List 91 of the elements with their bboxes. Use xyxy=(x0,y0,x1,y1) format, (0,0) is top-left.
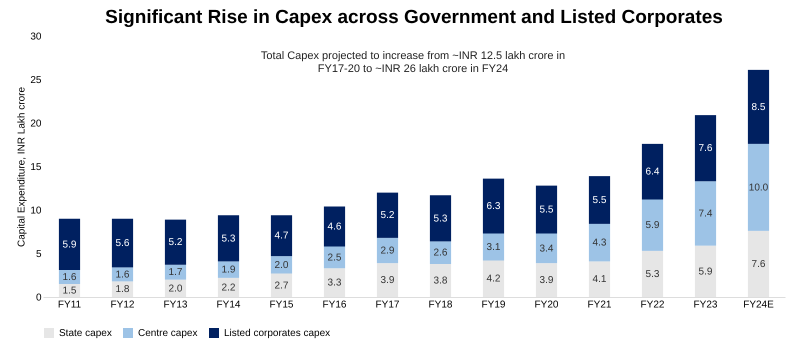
data-label: 5.5 xyxy=(592,194,607,206)
y-tick-label: 20 xyxy=(30,118,42,130)
x-tick-label: FY17 xyxy=(376,300,400,310)
data-label: 5.5 xyxy=(540,204,554,216)
data-label: 7.6 xyxy=(752,258,766,270)
data-label: 4.6 xyxy=(328,222,342,233)
data-label: 5.3 xyxy=(434,213,448,224)
data-label: 1.7 xyxy=(168,267,183,278)
data-label: 4.1 xyxy=(592,274,607,286)
data-label: 5.3 xyxy=(646,268,660,280)
data-label: 6.3 xyxy=(486,201,501,212)
x-tick-label: FY12 xyxy=(110,300,135,310)
legend-label: Listed corporates capex xyxy=(224,328,330,339)
bar xyxy=(218,215,240,262)
bar xyxy=(376,238,398,264)
x-tick-label: FY20 xyxy=(534,300,559,310)
y-tick-label: 25 xyxy=(30,75,42,86)
data-label: 4.3 xyxy=(592,238,607,249)
data-label: 5.2 xyxy=(168,237,183,248)
data-label: 1.6 xyxy=(62,272,77,283)
bar xyxy=(430,195,452,242)
bar xyxy=(694,115,716,182)
y-tick-label: 10 xyxy=(30,206,42,216)
legend-label: Centre capex xyxy=(138,328,198,339)
bar xyxy=(376,192,398,238)
data-label: 5.9 xyxy=(698,266,713,278)
data-label: 2.0 xyxy=(168,283,183,294)
bar xyxy=(482,178,504,234)
chart-title: Significant Rise in Capex across Government and Listed Corporates xyxy=(105,7,723,28)
data-label: 1.9 xyxy=(222,264,236,276)
bar xyxy=(588,224,610,262)
data-label: 1.8 xyxy=(116,284,130,296)
bar xyxy=(748,70,770,144)
x-tick-label: FY13 xyxy=(164,300,188,310)
x-tick-label: FY16 xyxy=(322,300,347,310)
y-tick-label: 5 xyxy=(36,249,42,260)
data-label: 5.9 xyxy=(646,220,660,232)
data-label: 5.9 xyxy=(62,239,77,250)
data-label: 3.9 xyxy=(380,275,395,286)
data-label: 2.7 xyxy=(274,280,289,292)
x-tick-label: FY24E xyxy=(743,300,774,310)
bar xyxy=(536,186,558,234)
data-label: 2.0 xyxy=(274,260,289,271)
data-label: 3.9 xyxy=(540,275,554,286)
data-label: 2.6 xyxy=(434,248,448,259)
bar xyxy=(58,218,80,270)
x-tick-label: FY21 xyxy=(588,300,612,310)
data-label: 3.1 xyxy=(486,242,501,253)
bar xyxy=(642,200,664,251)
bar xyxy=(536,233,558,264)
x-tick-label: FY14 xyxy=(216,300,241,310)
data-label: 5.6 xyxy=(116,238,130,250)
annotation: Total Capex projected to increase from ~INR 12.5 lakh crore in FY17-20 to ~INR 26 lakh crore in FY24 xyxy=(260,50,566,75)
data-label: 2.5 xyxy=(328,252,342,264)
y-tick-label: 30 xyxy=(30,32,42,42)
data-label: 2.9 xyxy=(380,245,395,256)
bar xyxy=(270,215,292,256)
x-tick-label: FY19 xyxy=(482,300,506,310)
bar xyxy=(694,181,716,246)
data-label: 5.2 xyxy=(380,210,395,222)
data-label: 3.8 xyxy=(434,275,448,286)
data-label: 1.6 xyxy=(116,269,130,280)
bar xyxy=(588,176,610,224)
y-tick-label: 0 xyxy=(36,292,42,304)
y-axis-title: Capital Expenditure, INR Lakh crore xyxy=(16,86,28,248)
data-label: 10.0 xyxy=(748,182,769,194)
data-label: 2.2 xyxy=(222,282,236,294)
bar xyxy=(748,144,770,231)
bar xyxy=(324,206,346,247)
x-tick-label: FY18 xyxy=(428,300,453,310)
x-tick-label: FY15 xyxy=(270,300,294,310)
data-label: 4.7 xyxy=(274,230,289,242)
data-label: 7.6 xyxy=(698,143,713,154)
data-label: 7.4 xyxy=(698,208,713,220)
x-tick-label: FY22 xyxy=(640,300,665,310)
x-tick-label: FY23 xyxy=(694,300,718,310)
y-tick-label: 15 xyxy=(30,162,42,173)
data-label: 4.2 xyxy=(486,274,501,285)
bar xyxy=(112,218,134,268)
data-label: 5.3 xyxy=(222,233,236,244)
data-label: 3.4 xyxy=(540,243,554,254)
bar xyxy=(164,220,186,265)
data-label: 1.5 xyxy=(62,285,77,296)
bar xyxy=(482,233,504,260)
bar xyxy=(642,144,664,200)
bar xyxy=(324,246,346,268)
data-label: 6.4 xyxy=(646,166,660,178)
data-label: 3.3 xyxy=(328,278,342,289)
legend-label: State capex xyxy=(59,328,112,339)
x-tick-label: FY11 xyxy=(58,300,82,310)
data-label: 8.5 xyxy=(752,102,766,113)
